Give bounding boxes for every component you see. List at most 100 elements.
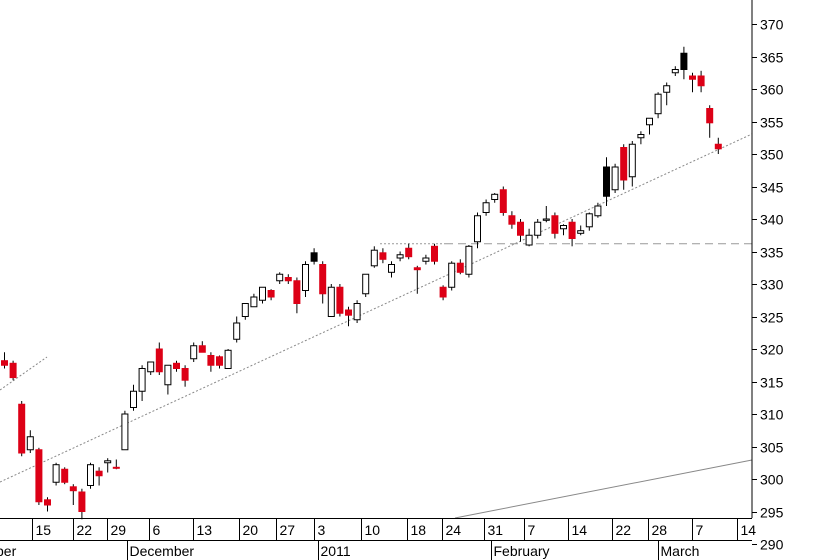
- y-axis: 290 295 300 305 310 315 320 325 330 335 340 345 350 3…: [752, 17, 784, 553]
- candle-body: [396, 254, 404, 259]
- candle-body: [517, 221, 524, 236]
- candle-body: [405, 247, 413, 258]
- candle-body: [276, 273, 284, 282]
- candle: [654, 92, 662, 119]
- candle: [697, 70, 705, 93]
- month-label: December: [130, 543, 195, 559]
- candle: [534, 219, 542, 239]
- candle: [26, 430, 34, 453]
- y-tick-label: 355: [760, 115, 784, 131]
- candle-body: [663, 85, 671, 93]
- day-tick-label: 6: [153, 522, 161, 538]
- candle-body: [181, 368, 189, 381]
- candle-body: [198, 345, 206, 353]
- candle-body: [646, 117, 653, 126]
- candle-body: [353, 303, 361, 321]
- candle-body: [224, 349, 232, 369]
- day-tick-label: 31: [488, 522, 504, 538]
- candle-body: [611, 166, 619, 191]
- candle-body: [345, 309, 352, 316]
- candle-body: [370, 249, 378, 267]
- candle-body: [104, 460, 112, 464]
- candle: [69, 484, 77, 505]
- candle-body: [439, 286, 447, 298]
- candle: [577, 225, 585, 236]
- candle: [706, 105, 714, 138]
- candle: [87, 462, 94, 489]
- candle-body: [560, 225, 567, 230]
- candle-body: [293, 280, 301, 304]
- candles: [1, 46, 722, 520]
- candle-body: [35, 449, 43, 503]
- candle: [207, 352, 215, 372]
- candle-body: [18, 403, 26, 454]
- candle: [689, 72, 696, 93]
- candle: [267, 289, 275, 301]
- candle: [646, 117, 653, 135]
- candle: [413, 265, 421, 294]
- candle: [585, 212, 593, 231]
- candle: [250, 293, 258, 308]
- candle-body: [499, 189, 507, 213]
- y-tick-label: 295: [760, 505, 784, 521]
- day-tick-label: 22: [616, 522, 632, 538]
- candle: [224, 349, 232, 369]
- candle-body: [697, 75, 705, 87]
- candle: [44, 497, 51, 512]
- candle: [95, 467, 103, 486]
- candle-body: [87, 464, 94, 487]
- candle-body: [448, 262, 456, 288]
- candle: [680, 46, 688, 80]
- candle: [465, 245, 473, 278]
- candle-body: [456, 262, 464, 273]
- candle-body: [388, 264, 395, 273]
- candle-body: [508, 215, 516, 225]
- candle: [482, 199, 490, 216]
- candle: [319, 261, 327, 304]
- candle: [190, 342, 198, 362]
- candle-body: [379, 252, 387, 260]
- candle-body: [525, 234, 533, 246]
- y-tick-label: 300: [760, 472, 784, 488]
- candle: [594, 202, 602, 218]
- candle-body: [284, 277, 292, 282]
- candle: [620, 144, 628, 190]
- day-tick-label: 3: [318, 522, 326, 538]
- candle-body: [44, 499, 51, 506]
- candle: [422, 254, 430, 265]
- candle-body: [302, 264, 309, 291]
- day-tick-label: 29: [111, 522, 127, 538]
- day-tick-label: 7: [696, 522, 704, 538]
- y-tick-label: 315: [760, 375, 784, 391]
- month-label: 2011: [321, 543, 351, 559]
- day-tick-label: 14: [572, 522, 588, 538]
- candle-body: [620, 147, 628, 181]
- candle: [517, 219, 524, 242]
- candle-body: [130, 390, 137, 408]
- y-tick-label: 345: [760, 180, 784, 196]
- candle: [284, 274, 292, 284]
- candle-body: [714, 143, 722, 150]
- day-tick-label: 15: [36, 522, 52, 538]
- candle: [276, 272, 284, 284]
- month-label: March: [661, 543, 700, 559]
- day-tick-label: 28: [652, 522, 668, 538]
- candle: [302, 261, 309, 297]
- candle-body: [680, 52, 688, 70]
- candle-body: [267, 290, 275, 298]
- candle-body: [250, 296, 258, 308]
- candle: [491, 193, 499, 203]
- candle: [9, 360, 17, 381]
- y-tick-label: 325: [760, 310, 784, 326]
- upper-channel-line: [0, 356, 48, 391]
- candle-body: [689, 75, 696, 80]
- y-tick-label: 365: [760, 50, 784, 66]
- candle-body: [241, 303, 249, 317]
- candle: [293, 277, 301, 314]
- candle: [714, 137, 722, 154]
- candle-body: [155, 348, 163, 373]
- candle-body: [319, 264, 327, 295]
- candle-body: [422, 257, 430, 262]
- candle: [448, 261, 456, 291]
